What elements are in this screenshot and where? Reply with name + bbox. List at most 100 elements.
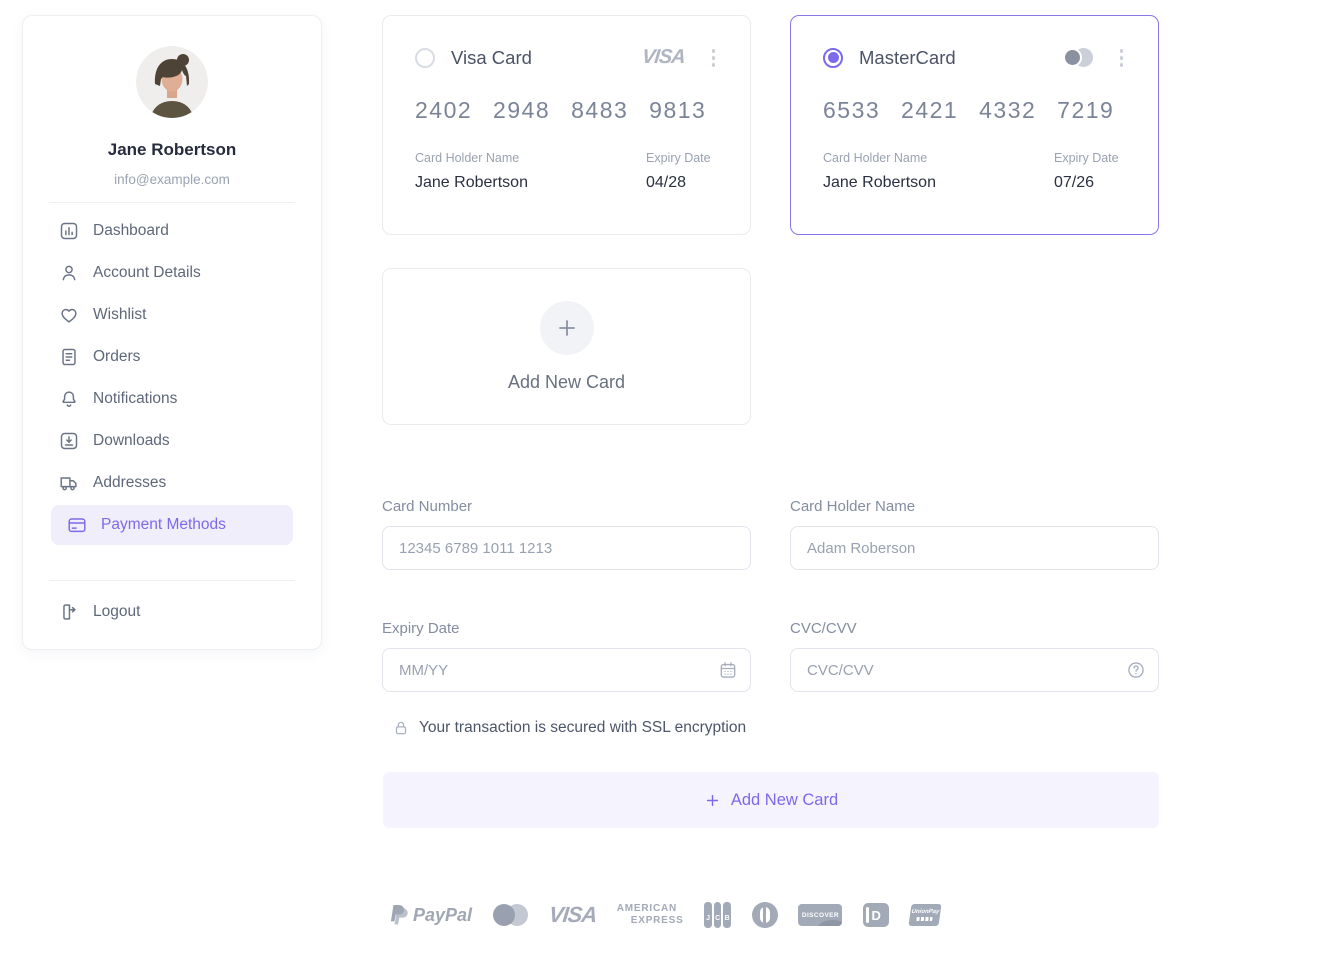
card-expiry-label: Expiry Date — [1054, 150, 1119, 165]
saved-card-visa: Visa Card visa VISA 2402 2948 8483 9813 … — [382, 15, 751, 235]
sidebar-item-label: Downloads — [93, 432, 170, 449]
card-header: Visa Card visa VISA — [415, 46, 718, 70]
card-title: Visa Card — [451, 46, 532, 68]
card-menu-kebab-icon[interactable] — [709, 46, 719, 70]
avatar — [136, 46, 208, 118]
unionpay-wordmark: UnionPay — [911, 909, 940, 915]
card-holder-block: Card Holder Name Jane Robertson — [823, 151, 936, 192]
plus-icon — [539, 300, 594, 355]
user-icon — [58, 262, 80, 284]
lock-icon — [392, 719, 410, 737]
sidebar-item-label: Wishlist — [93, 306, 147, 323]
amex-line1: AMERICAN — [616, 902, 678, 914]
sidebar-item-payment-methods[interactable]: Payment Methods — [51, 505, 293, 545]
add-new-card-tile[interactable]: Add New Card — [382, 268, 751, 425]
calendar-icon[interactable] — [718, 660, 738, 680]
credit-card-icon — [66, 514, 88, 536]
card-header: MasterCard — [823, 46, 1126, 70]
jcb-bar: J — [704, 902, 712, 928]
visa-logo: VISA — [547, 902, 598, 927]
expiry-date-field: Expiry Date — [382, 620, 751, 692]
help-circle-icon[interactable] — [1126, 660, 1146, 680]
ideal-mark: D — [871, 907, 881, 923]
sidebar-item-downloads[interactable]: Downloads — [53, 420, 291, 462]
logout-icon — [58, 601, 80, 623]
logout-label: Logout — [93, 603, 141, 620]
expiry-date-input[interactable] — [382, 648, 751, 692]
download-icon — [58, 430, 80, 452]
amex-line2: EXPRESS — [630, 915, 684, 926]
card-holder-label: Card Holder Name — [823, 150, 928, 165]
accepted-payment-logos: PayPal VISA AMERICAN EXPRESS J C B DISCO… — [388, 897, 942, 933]
card-footer: Card Holder Name Jane Robertson Expiry D… — [823, 151, 1126, 192]
discover-wordmark: DISCOVER — [801, 911, 840, 919]
sidebar-bottom: Logout — [23, 580, 321, 649]
cvc-field: CVC/CVV — [790, 620, 1159, 692]
card-expiry-label: Expiry Date — [646, 150, 711, 165]
truck-icon — [58, 472, 80, 494]
sidebar-item-orders[interactable]: Orders — [53, 336, 291, 378]
cvc-label: CVC/CVV — [790, 620, 857, 637]
sidebar-divider — [49, 580, 295, 581]
card-holder-input[interactable] — [790, 526, 1159, 570]
add-new-card-button[interactable]: Add New Card — [383, 772, 1159, 828]
diners-club-logo — [751, 902, 778, 928]
ssl-note-text: Your transaction is secured with SSL enc… — [419, 719, 747, 736]
add-new-card-tile-label: Add New Card — [507, 371, 626, 392]
expiry-date-label: Expiry Date — [382, 620, 460, 637]
sidebar-item-wishlist[interactable]: Wishlist — [53, 294, 291, 336]
sidebar: Jane Robertson info@example.com Dashboar… — [22, 15, 322, 650]
card-holder-value: Jane Robertson — [415, 173, 528, 191]
ideal-logo: D — [863, 903, 890, 927]
orders-icon — [58, 346, 80, 368]
card-footer: Card Holder Name Jane Robertson Expiry D… — [415, 151, 718, 192]
sidebar-item-notifications[interactable]: Notifications — [53, 378, 291, 420]
jcb-bar: B — [723, 902, 731, 928]
card-number-field: Card Number — [382, 498, 751, 570]
card-holder-label: Card Holder Name — [415, 150, 520, 165]
visa-radio-button[interactable] — [415, 47, 435, 68]
card-number-input[interactable] — [382, 526, 751, 570]
card-expiry-value: 07/26 — [1054, 173, 1095, 191]
sidebar-nav: Dashboard Account Details Wishlist Order… — [23, 210, 321, 546]
unionpay-cjk-mark — [916, 917, 933, 921]
card-number: 2402 2948 8483 9813 — [415, 96, 707, 123]
card-number: 6533 2421 4332 7219 — [823, 96, 1115, 123]
logout-button[interactable]: Logout — [23, 591, 321, 633]
user-name: Jane Robertson — [107, 140, 237, 159]
sidebar-divider — [49, 202, 295, 203]
sidebar-item-label: Addresses — [93, 474, 167, 491]
sidebar-item-addresses[interactable]: Addresses — [53, 462, 291, 504]
card-holder-field: Card Holder Name — [790, 498, 1159, 570]
sidebar-item-dashboard[interactable]: Dashboard — [53, 210, 291, 252]
jcb-bar: C — [713, 902, 722, 928]
new-card-form: Card Number Card Holder Name Expiry Date — [382, 498, 1159, 737]
user-email: info@example.com — [114, 172, 230, 187]
sidebar-item-label: Payment Methods — [101, 516, 226, 533]
mastercard-radio-button[interactable] — [823, 47, 843, 68]
dashboard-icon — [58, 220, 80, 242]
card-title: MasterCard — [859, 46, 956, 68]
heart-icon — [58, 304, 80, 326]
card-holder-value: Jane Robertson — [823, 173, 936, 191]
card-expiry-block: Expiry Date 07/26 — [1054, 151, 1126, 192]
card-menu-kebab-icon[interactable] — [1117, 46, 1127, 70]
visa-logo-icon: VISA — [640, 46, 686, 69]
paypal-logo: PayPal — [388, 903, 472, 927]
amex-logo: AMERICAN EXPRESS — [617, 903, 684, 928]
card-expiry-value: 04/28 — [646, 173, 687, 191]
unionpay-logo: UnionPay — [908, 904, 942, 926]
card-holder-label: Card Holder Name — [790, 498, 916, 515]
ssl-note: Your transaction is secured with SSL enc… — [382, 719, 1159, 737]
cvc-input[interactable] — [790, 648, 1159, 692]
mastercard-logo-icon — [1062, 48, 1093, 68]
sidebar-item-label: Orders — [93, 348, 141, 365]
paypal-mark-icon — [390, 905, 408, 925]
sidebar-item-account-details[interactable]: Account Details — [53, 252, 291, 294]
card-holder-block: Card Holder Name Jane Robertson — [415, 151, 528, 192]
sidebar-item-label: Notifications — [93, 390, 178, 407]
sidebar-item-label: Account Details — [93, 264, 201, 281]
discover-logo: DISCOVER — [798, 904, 843, 926]
avatar-photo — [136, 46, 208, 118]
